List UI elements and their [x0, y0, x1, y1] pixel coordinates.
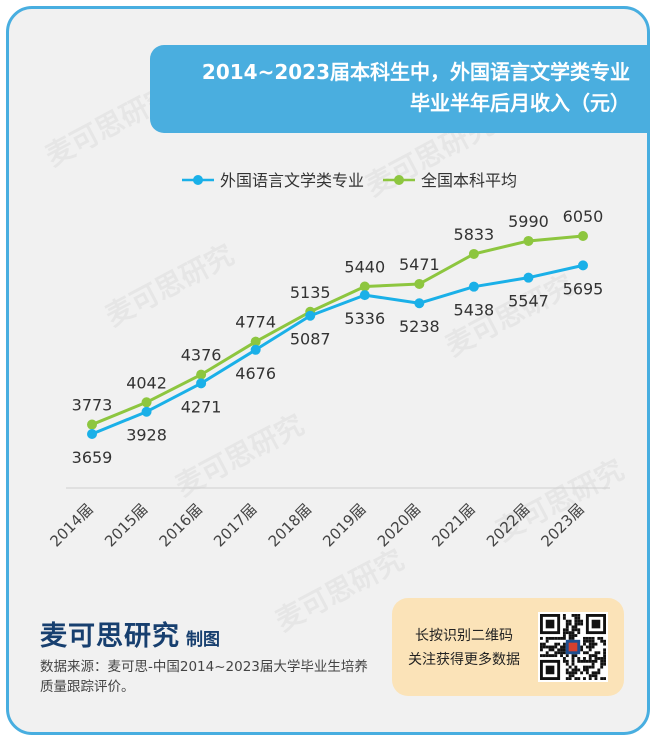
- brand-footer: 麦可思研究 制图: [40, 614, 220, 653]
- data-point: [250, 344, 261, 355]
- legend-marker: [394, 175, 404, 185]
- data-point: [305, 310, 316, 321]
- data-label: 5833: [454, 225, 495, 244]
- data-point: [468, 281, 479, 292]
- series-line: [91, 234, 584, 426]
- data-point: [141, 406, 152, 417]
- qr-code[interactable]: [538, 612, 608, 682]
- x-tick-label: 2022届: [483, 500, 533, 550]
- data-label: 5471: [399, 255, 440, 274]
- data-point: [196, 369, 207, 380]
- series-line: [91, 263, 584, 436]
- data-label: 5336: [344, 309, 385, 328]
- qr-caption-line1: 长按识别二维码: [415, 628, 513, 644]
- series: 3773 4042 4376 4774 5135 5440 5471 5833 5990 6050: [72, 207, 604, 430]
- x-tick-label: 2020届: [374, 500, 424, 550]
- x-tick-label: 2023届: [537, 500, 587, 550]
- data-point: [578, 231, 588, 241]
- data-label: 5135: [290, 283, 331, 302]
- data-point: [578, 260, 588, 271]
- data-label: 5238: [399, 317, 440, 336]
- data-point: [87, 429, 97, 439]
- source-note: 数据来源：麦可思-中国2014~2023届大学毕业生培养质量跟踪评价。: [40, 659, 368, 695]
- brand-suffix: 制图: [186, 630, 220, 650]
- data-point: [141, 397, 152, 408]
- qr-caption: 长按识别二维码 关注获得更多数据: [396, 624, 532, 672]
- data-point: [414, 298, 425, 309]
- chart-title: 2014~2023届本科生中，外国语言文学类专业 毕业半年后月收入（元）: [150, 45, 650, 133]
- data-point: [359, 281, 370, 292]
- data-label: 3659: [72, 448, 113, 467]
- series: 3659 3928 4271 4676 5087 5336 5238 5438 5547 5695: [72, 260, 604, 467]
- data-point: [359, 290, 370, 301]
- data-label: 3928: [126, 426, 167, 445]
- data-point: [523, 272, 534, 283]
- series-layer: 3773 4042 4376 4774 5135 5440 5471 5833 5990 6050…: [72, 207, 604, 467]
- x-tick-label: 2015届: [101, 500, 151, 550]
- data-label: 4042: [126, 373, 167, 392]
- data-point: [250, 336, 261, 347]
- x-tick-label: 2019届: [319, 500, 369, 550]
- data-point: [523, 235, 534, 246]
- data-point: [414, 278, 425, 289]
- data-label: 4676: [235, 364, 276, 383]
- x-tick-label: 2021届: [428, 500, 478, 550]
- x-tick-label: 2018届: [265, 500, 315, 550]
- legend-marker: [193, 175, 203, 185]
- x-tick-label: 2014届: [46, 500, 96, 550]
- data-point: [468, 248, 479, 259]
- legend-label: 全国本科平均: [421, 171, 517, 190]
- x-tick-label: 2017届: [210, 500, 260, 550]
- data-label: 3773: [72, 396, 113, 415]
- legend: 外国语言文学类专业 全国本科平均: [182, 171, 517, 190]
- data-point: [196, 378, 207, 389]
- qr-caption-line2: 关注获得更多数据: [408, 652, 520, 668]
- data-label: 5695: [563, 279, 604, 298]
- brand-name: 麦可思研究: [40, 621, 180, 652]
- chart-title-line1: 2014~2023届本科生中，外国语言文学类专业: [201, 60, 630, 84]
- data-label: 5087: [290, 330, 331, 349]
- data-label: 5438: [454, 301, 495, 320]
- x-tick-label: 2016届: [156, 500, 206, 550]
- data-label: 5440: [344, 258, 385, 277]
- x-tick-labels: 2014届 2015届 2016届 2017届 2018届 2019届 2020届 2021届…: [46, 500, 587, 550]
- data-label: 5990: [508, 212, 549, 231]
- chart-title-line2: 毕业半年后月收入（元）: [410, 91, 630, 115]
- data-point: [87, 419, 97, 430]
- data-label: 4774: [235, 313, 276, 332]
- data-label: 6050: [563, 207, 604, 226]
- data-label: 4376: [181, 346, 222, 365]
- data-label: 5547: [508, 292, 549, 311]
- legend-label: 外国语言文学类专业: [220, 171, 364, 190]
- data-label: 4271: [181, 397, 222, 416]
